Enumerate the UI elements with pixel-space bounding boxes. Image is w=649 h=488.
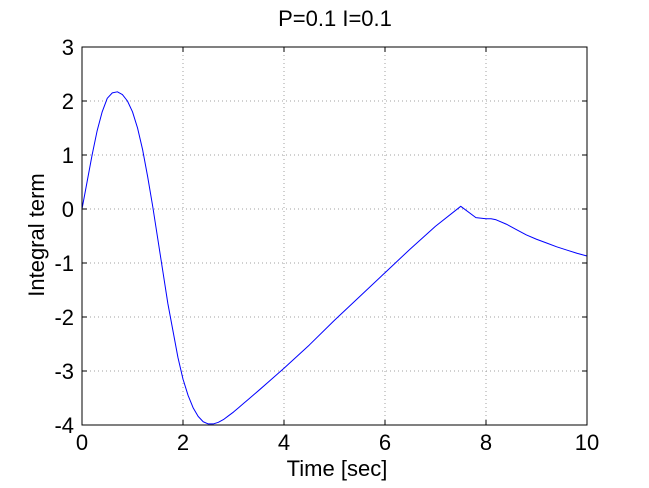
x-axis-label: Time [sec] (287, 456, 388, 481)
x-tick-label-1: 2 (177, 430, 189, 455)
y-tick-label-1: -3 (54, 359, 74, 384)
plot-area: 0 2 4 6 8 10 -4 -3 -2 -1 0 1 2 3 (54, 35, 599, 455)
y-tick-label-5: 1 (62, 143, 74, 168)
y-axis-label: Integral term (24, 173, 49, 297)
y-tick-label-0: -4 (54, 413, 74, 438)
x-tick-label-0: 0 (76, 430, 88, 455)
y-tick-label-7: 3 (62, 35, 74, 60)
y-tick-label-3: -1 (54, 251, 74, 276)
y-tick-label-2: -2 (54, 305, 74, 330)
chart-title: P=0.1 I=0.1 (278, 6, 392, 31)
x-tick-label-3: 6 (379, 430, 391, 455)
axes-box (81, 46, 588, 426)
plot-background (82, 47, 587, 425)
series-line-0 (81, 91, 588, 425)
x-tick-label-2: 4 (278, 430, 290, 455)
y-tick-label-6: 2 (62, 89, 74, 114)
x-tick-label-4: 8 (480, 430, 492, 455)
y-tick-label-4: 0 (62, 197, 74, 222)
x-tick-label-5: 10 (575, 430, 599, 455)
